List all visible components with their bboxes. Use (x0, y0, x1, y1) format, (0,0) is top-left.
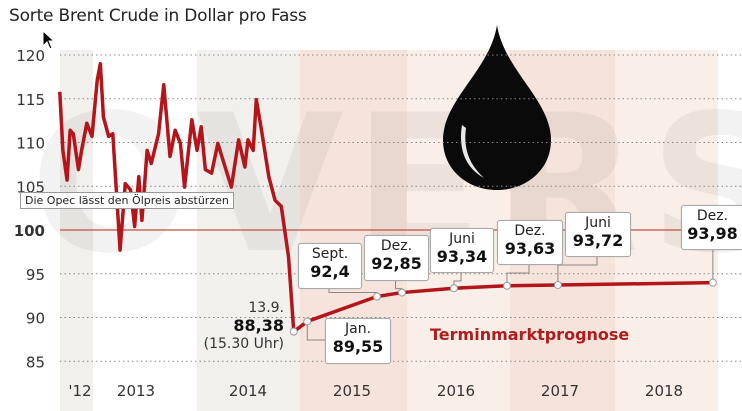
oil-drop-icon (443, 25, 551, 190)
forecast-callout: Sept. 92,4 (298, 243, 362, 289)
forecast-point (397, 288, 406, 297)
y-tick-label: 110 (16, 135, 45, 153)
forecast-callout: Dez. 93,63 (497, 220, 563, 265)
y-tick-label: 100 (14, 222, 45, 240)
callout-value: 93,63 (504, 239, 556, 258)
callout-month: Juni (449, 231, 475, 247)
chart-title: Sorte Brent Crude in Dollar pro Fass (9, 6, 307, 26)
callout-month: Dez. (696, 208, 729, 224)
callout-value: 93,72 (572, 231, 624, 250)
x-tick-label: 2013 (117, 382, 155, 400)
callout-month: Dez. (514, 223, 546, 239)
callout-month: Jan. (344, 321, 372, 337)
y-tick-label: 105 (16, 178, 45, 196)
callout-leader (557, 255, 598, 285)
x-tick-label: 2018 (645, 382, 683, 400)
forecast-point (502, 281, 511, 290)
forecast-callout: Dez. 92,85 (364, 235, 429, 281)
forecast-point (289, 327, 298, 336)
callout-month: Juni (585, 215, 611, 231)
historical-price-line (58, 62, 296, 332)
x-tick-label: 2015 (333, 382, 371, 400)
start-point-label: 13.9. 88,38 (15.30 Uhr) (204, 300, 284, 353)
x-tick-label: 2014 (229, 382, 267, 400)
forecast-series-label: Terminmarktprognose (430, 325, 630, 344)
forecast-point (303, 317, 312, 326)
y-tick-label: 90 (26, 310, 45, 328)
annotation-box: Die Opec lässt den Ölpreis abstürzen (20, 192, 234, 209)
y-tick-label: 120 (16, 47, 45, 65)
forecast-callout: Jan. 89,55 (325, 318, 391, 364)
forecast-point (708, 278, 717, 287)
forecast-line (292, 280, 713, 334)
start-time: (15.30 Uhr) (203, 336, 284, 352)
forecast-point (449, 284, 458, 293)
callout-leader (306, 321, 325, 341)
forecast-callout: Juni 93,72 (565, 212, 631, 257)
callout-month: Dez. (380, 238, 413, 254)
callout-leader (506, 263, 530, 286)
start-value: 88,38 (233, 316, 284, 335)
callout-value: 89,55 (332, 337, 384, 356)
y-tick-label: 115 (16, 91, 45, 109)
callout-value: 93,34 (436, 247, 488, 266)
forecast-point (553, 280, 562, 289)
forecast-point (372, 292, 381, 301)
forecast-callout: Juni 93,34 (430, 228, 494, 273)
x-tick-label: 2016 (437, 382, 475, 400)
callout-value: 92,4 (310, 262, 350, 281)
x-tick-label: '12 (68, 382, 91, 400)
mouse-cursor-icon (42, 30, 56, 50)
start-date: 13.9. (248, 300, 284, 316)
y-tick-label: 85 (26, 353, 45, 371)
callout-value: 93,98 (687, 224, 738, 243)
forecast-callout: Dez. 93,98 (681, 205, 742, 250)
callout-month: Sept. (311, 246, 349, 262)
callout-value: 92,85 (371, 254, 422, 273)
y-tick-label: 95 (26, 266, 45, 284)
oil-drop-highlight (460, 125, 484, 178)
x-tick-label: 2017 (541, 382, 579, 400)
